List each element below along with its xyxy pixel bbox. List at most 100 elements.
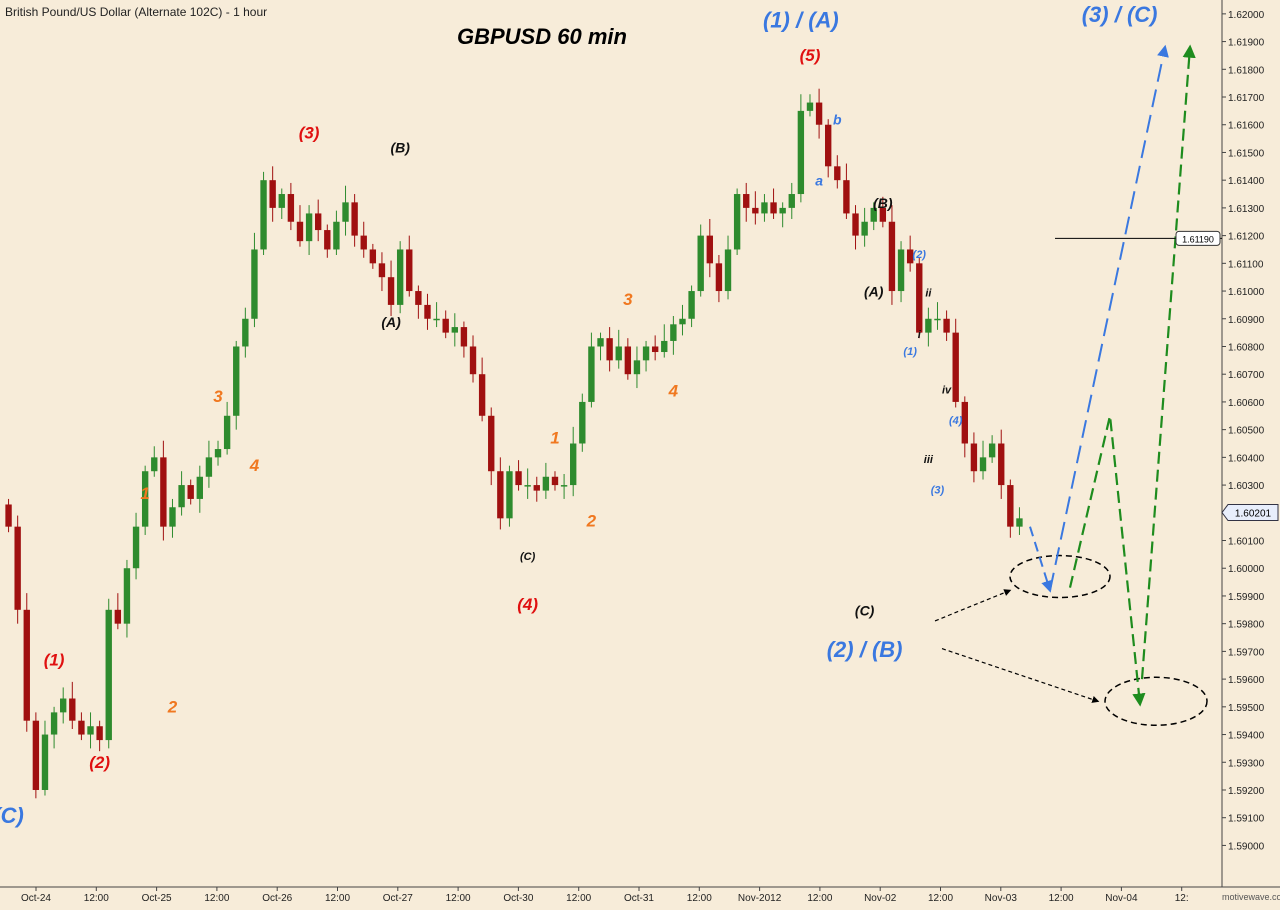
candle[interactable] <box>96 720 103 752</box>
candle[interactable] <box>32 712 40 799</box>
candle[interactable] <box>633 346 641 389</box>
candle[interactable] <box>23 593 30 732</box>
candle[interactable] <box>141 465 149 535</box>
candle[interactable] <box>205 440 213 488</box>
candle[interactable] <box>396 241 404 314</box>
candle[interactable] <box>715 255 723 303</box>
candle[interactable] <box>670 315 677 355</box>
candle[interactable] <box>642 340 650 372</box>
candle[interactable] <box>214 440 222 466</box>
candle[interactable] <box>542 462 550 499</box>
candle[interactable] <box>779 202 786 228</box>
candle[interactable] <box>442 310 449 339</box>
candle[interactable] <box>651 335 659 361</box>
candle[interactable] <box>697 224 704 297</box>
candle[interactable] <box>870 202 877 231</box>
candle[interactable] <box>560 473 568 499</box>
candle[interactable] <box>497 457 504 530</box>
candle[interactable] <box>160 440 167 541</box>
candle[interactable] <box>579 393 586 452</box>
candle[interactable] <box>151 446 158 477</box>
candles[interactable] <box>5 88 1023 799</box>
candle[interactable] <box>451 313 458 347</box>
candle[interactable] <box>433 302 440 328</box>
candle[interactable] <box>60 687 67 724</box>
candle[interactable] <box>524 468 531 499</box>
candle[interactable] <box>278 188 285 219</box>
candle[interactable] <box>488 407 495 486</box>
candle[interactable] <box>797 94 805 203</box>
candle[interactable] <box>187 479 194 505</box>
candle[interactable] <box>406 235 413 297</box>
candle[interactable] <box>961 396 968 458</box>
candle[interactable] <box>852 205 859 250</box>
candle[interactable] <box>588 332 595 408</box>
candle[interactable] <box>415 285 422 319</box>
candle[interactable] <box>788 182 795 219</box>
candle[interactable] <box>78 712 85 741</box>
candle[interactable] <box>988 435 996 463</box>
candle[interactable] <box>815 88 823 139</box>
candle[interactable] <box>123 559 131 638</box>
candle[interactable] <box>597 332 604 361</box>
candle[interactable] <box>351 194 358 247</box>
candle[interactable] <box>897 241 905 303</box>
candle[interactable] <box>879 196 887 228</box>
candle[interactable] <box>424 293 431 330</box>
candle[interactable] <box>287 182 295 231</box>
candle[interactable] <box>333 210 340 256</box>
candle[interactable] <box>87 712 94 749</box>
candle[interactable] <box>1016 507 1023 535</box>
candle[interactable] <box>624 338 632 380</box>
candle[interactable] <box>688 285 695 328</box>
candle[interactable] <box>324 224 331 258</box>
candle[interactable] <box>369 243 377 269</box>
candle[interactable] <box>724 235 732 300</box>
candle[interactable] <box>260 171 267 256</box>
candle[interactable] <box>14 515 21 624</box>
candle[interactable] <box>50 706 58 749</box>
candle[interactable] <box>661 324 668 358</box>
candle[interactable] <box>251 232 258 328</box>
candle[interactable] <box>169 498 176 538</box>
candle[interactable] <box>861 207 868 247</box>
candle[interactable] <box>342 185 349 236</box>
candle[interactable] <box>460 321 468 358</box>
candle[interactable] <box>196 465 203 513</box>
candle[interactable] <box>360 221 367 258</box>
candle[interactable] <box>679 304 686 336</box>
candle[interactable] <box>242 307 249 358</box>
candle[interactable] <box>834 155 841 189</box>
candle[interactable] <box>970 432 978 483</box>
candle[interactable] <box>943 310 950 341</box>
candle[interactable] <box>233 340 240 430</box>
candle[interactable] <box>114 593 122 630</box>
candle[interactable] <box>843 163 850 219</box>
candle[interactable] <box>761 194 768 222</box>
candle[interactable] <box>570 426 577 497</box>
candle[interactable] <box>551 471 559 491</box>
candle[interactable] <box>506 465 513 527</box>
candle[interactable] <box>269 166 276 222</box>
candle[interactable] <box>825 119 832 178</box>
candle[interactable] <box>770 188 777 219</box>
candle[interactable] <box>296 205 304 247</box>
candle[interactable] <box>69 681 76 730</box>
candle[interactable] <box>979 440 987 480</box>
candle[interactable] <box>733 188 741 256</box>
candle[interactable] <box>132 512 140 580</box>
candle[interactable] <box>178 471 185 516</box>
candle[interactable] <box>615 329 622 369</box>
candle[interactable] <box>515 460 522 491</box>
candle[interactable] <box>378 252 386 292</box>
candle[interactable] <box>305 205 313 256</box>
candle[interactable] <box>888 205 896 305</box>
candle[interactable] <box>806 94 814 117</box>
candle[interactable] <box>934 302 941 330</box>
candle[interactable] <box>706 218 713 278</box>
candle[interactable] <box>469 335 477 383</box>
candle[interactable] <box>1007 479 1014 538</box>
candle[interactable] <box>906 235 914 272</box>
candle[interactable] <box>387 260 395 316</box>
